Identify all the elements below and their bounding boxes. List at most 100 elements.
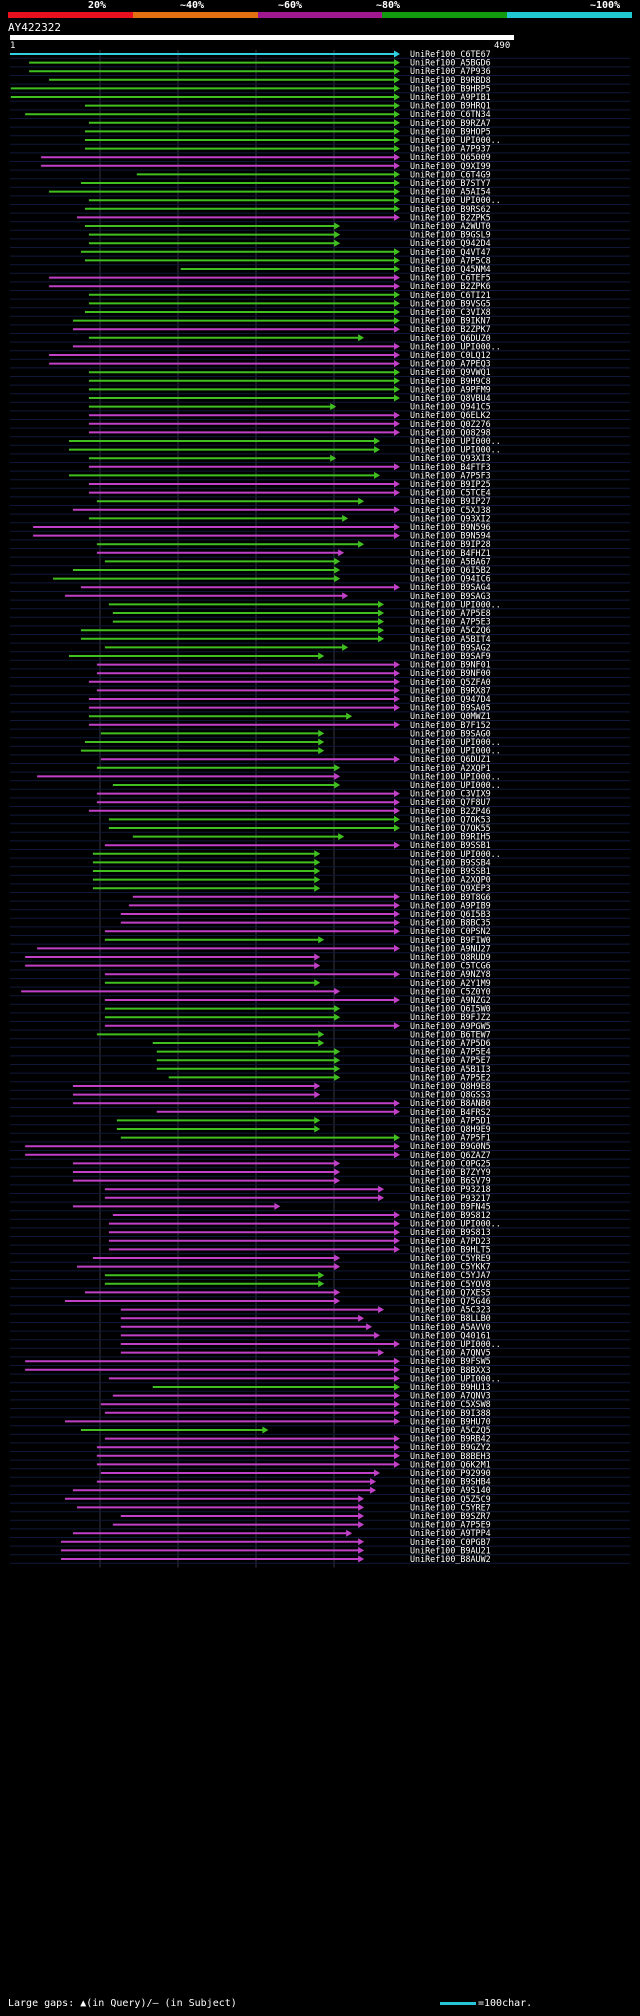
hit-label[interactable]: UniRef100_A7QNV3	[410, 1391, 491, 1401]
hit-label[interactable]: UniRef100_B9SAG4	[410, 582, 491, 592]
hit-label[interactable]: UniRef100_UPI000..	[410, 1339, 501, 1349]
hit-label[interactable]: UniRef100_Q6ZAZ7	[410, 1150, 491, 1160]
hit-label[interactable]: UniRef100_A7P5D1	[410, 1115, 491, 1125]
hit-label[interactable]: UniRef100_UPI000..	[410, 599, 501, 609]
hit-label[interactable]: UniRef100_Q7OK53	[410, 814, 491, 824]
hit-label[interactable]: UniRef100_A2Y1M9	[410, 978, 491, 988]
hit-label[interactable]: UniRef100_A7P5E8	[410, 608, 491, 618]
hit-label[interactable]: UniRef100_C0LQ12	[410, 350, 491, 360]
hit-label[interactable]: UniRef100_B9RS62	[410, 204, 491, 214]
hit-label[interactable]: UniRef100_UPI000..	[410, 780, 501, 790]
hit-label[interactable]: UniRef100_A7QNV5	[410, 1348, 491, 1358]
hit-label[interactable]: UniRef100_Q5Z5C9	[410, 1494, 491, 1504]
hit-label[interactable]: UniRef100_UPI000..	[410, 195, 501, 205]
hit-label[interactable]: UniRef100_B4FHZ1	[410, 548, 491, 558]
hit-label[interactable]: UniRef100_C6TN34	[410, 109, 491, 119]
hit-label[interactable]: UniRef100_B9RB42	[410, 1434, 491, 1444]
hit-label[interactable]: UniRef100_B9FSW5	[410, 1356, 491, 1366]
hit-label[interactable]: UniRef100_B9I388	[410, 1408, 491, 1418]
hit-label[interactable]: UniRef100_B9SA05	[410, 703, 491, 713]
hit-label[interactable]: UniRef100_A5AI54	[410, 187, 491, 197]
hit-label[interactable]: UniRef100_B9G0N5	[410, 1141, 491, 1151]
hit-label[interactable]: UniRef100_B9SAG3	[410, 591, 491, 601]
hit-label[interactable]: UniRef100_B2ZPK5	[410, 212, 491, 222]
hit-label[interactable]: UniRef100_B9HU13	[410, 1382, 491, 1392]
hit-label[interactable]: UniRef100_B9RX87	[410, 685, 491, 695]
hit-label[interactable]: UniRef100_A9NZG2	[410, 995, 491, 1005]
hit-label[interactable]: UniRef100_Q6I5B2	[410, 565, 491, 575]
hit-label[interactable]: UniRef100_A7P5C8	[410, 255, 491, 265]
hit-label[interactable]: UniRef100_C6T4G9	[410, 169, 491, 179]
hit-label[interactable]: UniRef100_A7P5E2	[410, 1072, 491, 1082]
hit-label[interactable]: UniRef100_Q40161	[410, 1330, 491, 1340]
hit-label[interactable]: UniRef100_C3VIX9	[410, 789, 491, 799]
hit-label[interactable]: UniRef100_B2ZPK6	[410, 281, 491, 291]
hit-label[interactable]: UniRef100_B9N594	[410, 531, 491, 541]
hit-label[interactable]: UniRef100_B9S812	[410, 1210, 491, 1220]
hit-label[interactable]: UniRef100_B9SZR7	[410, 1511, 491, 1521]
hit-label[interactable]: UniRef100_B4FRS2	[410, 1107, 491, 1117]
hit-label[interactable]: UniRef100_A9PFM9	[410, 384, 491, 394]
hit-label[interactable]: UniRef100_B9T8G6	[410, 892, 491, 902]
hit-label[interactable]: UniRef100_C5Z0Y0	[410, 986, 491, 996]
hit-label[interactable]: UniRef100_B9HOP5	[410, 126, 491, 136]
hit-label[interactable]: UniRef100_Q45NM4	[410, 264, 491, 274]
hit-label[interactable]: UniRef100_A7P936	[410, 66, 491, 76]
hit-label[interactable]: UniRef100_UPI000..	[410, 1373, 501, 1383]
hit-label[interactable]: UniRef100_B9HRQ1	[410, 101, 491, 111]
hit-label[interactable]: UniRef100_C6TI21	[410, 290, 491, 300]
hit-label[interactable]: UniRef100_C5XSW8	[410, 1399, 491, 1409]
hit-label[interactable]: UniRef100_C5YRE7	[410, 1502, 491, 1512]
hit-label[interactable]: UniRef100_A5B1I3	[410, 1064, 491, 1074]
hit-label[interactable]: UniRef100_B9NF00	[410, 668, 491, 678]
hit-label[interactable]: UniRef100_B9HRP5	[410, 83, 491, 93]
hit-label[interactable]: UniRef100_A7PEQ3	[410, 359, 491, 369]
hit-label[interactable]: UniRef100_A2XQP1	[410, 763, 491, 773]
hit-label[interactable]: UniRef100_Q8H9E9	[410, 1124, 491, 1134]
hit-label[interactable]: UniRef100_A2XQP0	[410, 875, 491, 885]
hit-label[interactable]: UniRef100_B9S813	[410, 1227, 491, 1237]
hit-label[interactable]: UniRef100_B9IP27	[410, 496, 491, 506]
hit-label[interactable]: UniRef100_Q8GSS3	[410, 1090, 491, 1100]
hit-label[interactable]: UniRef100_C0PG25	[410, 1158, 491, 1168]
hit-label[interactable]: UniRef100_Q7XES5	[410, 1287, 491, 1297]
hit-label[interactable]: UniRef100_B9HLT5	[410, 1244, 491, 1254]
hit-label[interactable]: UniRef100_A5C323	[410, 1305, 491, 1315]
hit-label[interactable]: UniRef100_B9AU21	[410, 1545, 491, 1555]
hit-label[interactable]: UniRef100_Q8RUD9	[410, 952, 491, 962]
hit-label[interactable]: UniRef100_C3VIX8	[410, 307, 491, 317]
hit-label[interactable]: UniRef100_P93217	[410, 1193, 491, 1203]
hit-label[interactable]: UniRef100_A7P5E4	[410, 1047, 491, 1057]
hit-label[interactable]: UniRef100_A7PD23	[410, 1236, 491, 1246]
hit-label[interactable]: UniRef100_A5C2Q5	[410, 1425, 491, 1435]
hit-label[interactable]: UniRef100_C5YKK7	[410, 1262, 491, 1272]
hit-label[interactable]: UniRef100_Q93XI3	[410, 453, 491, 463]
hit-label[interactable]: UniRef100_A5BIT4	[410, 634, 491, 644]
hit-label[interactable]: UniRef100_A5AVV0	[410, 1322, 491, 1332]
hit-label[interactable]: UniRef100_C0PGB7	[410, 1537, 491, 1547]
hit-label[interactable]: UniRef100_C5YOV8	[410, 1279, 491, 1289]
hit-label[interactable]: UniRef100_UPI000..	[410, 135, 501, 145]
hit-label[interactable]: UniRef100_B9FN45	[410, 1201, 491, 1211]
hit-label[interactable]: UniRef100_A9NZY8	[410, 969, 491, 979]
hit-label[interactable]: UniRef100_Q94IC6	[410, 574, 491, 584]
hit-label[interactable]: UniRef100_B9IP25	[410, 479, 491, 489]
hit-label[interactable]: UniRef100_A5C2Q6	[410, 625, 491, 635]
hit-label[interactable]: UniRef100_C5XJ38	[410, 505, 491, 515]
hit-label[interactable]: UniRef100_Q6K2M1	[410, 1459, 491, 1469]
hit-label[interactable]: UniRef100_B7F152	[410, 720, 491, 730]
hit-label[interactable]: UniRef100_A7P5E3	[410, 617, 491, 627]
hit-label[interactable]: UniRef100_Q9VWQ1	[410, 367, 491, 377]
hit-label[interactable]: UniRef100_Q6DUZ1	[410, 754, 491, 764]
hit-label[interactable]: UniRef100_Q75G46	[410, 1296, 491, 1306]
hit-label[interactable]: UniRef100_B9IKN7	[410, 316, 491, 326]
hit-label[interactable]: UniRef100_UPI000..	[410, 737, 501, 747]
hit-label[interactable]: UniRef100_Q6ELK2	[410, 410, 491, 420]
hit-label[interactable]: UniRef100_B9FIW0	[410, 935, 491, 945]
hit-label[interactable]: UniRef100_Q6I5B3	[410, 909, 491, 919]
hit-label[interactable]: UniRef100_A9PIB9	[410, 900, 491, 910]
hit-label[interactable]: UniRef100_B4FTF3	[410, 462, 491, 472]
hit-label[interactable]: UniRef100_C5YRE9	[410, 1253, 491, 1263]
hit-label[interactable]: UniRef100_Q6I5W0	[410, 1004, 491, 1014]
hit-label[interactable]: UniRef100_A7P5E7	[410, 1055, 491, 1065]
